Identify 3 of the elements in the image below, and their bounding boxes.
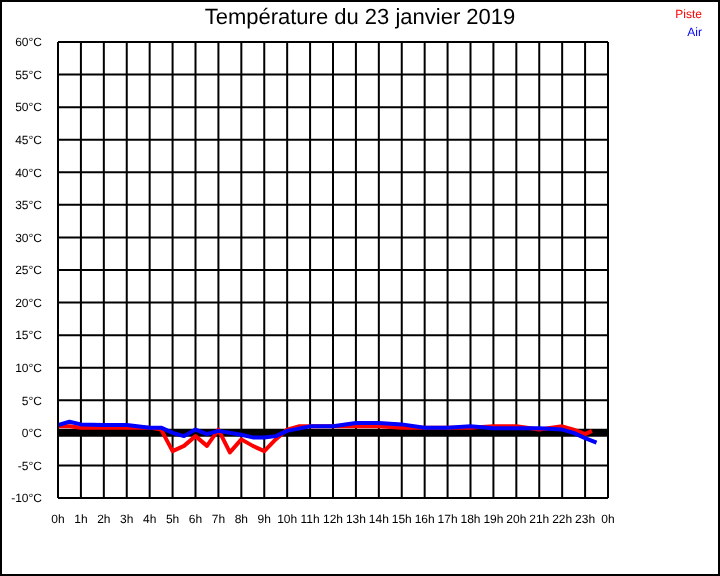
chart-title: Température du 23 janvier 2019 [204, 6, 516, 30]
line-series [58, 424, 594, 455]
line-series [58, 419, 599, 445]
